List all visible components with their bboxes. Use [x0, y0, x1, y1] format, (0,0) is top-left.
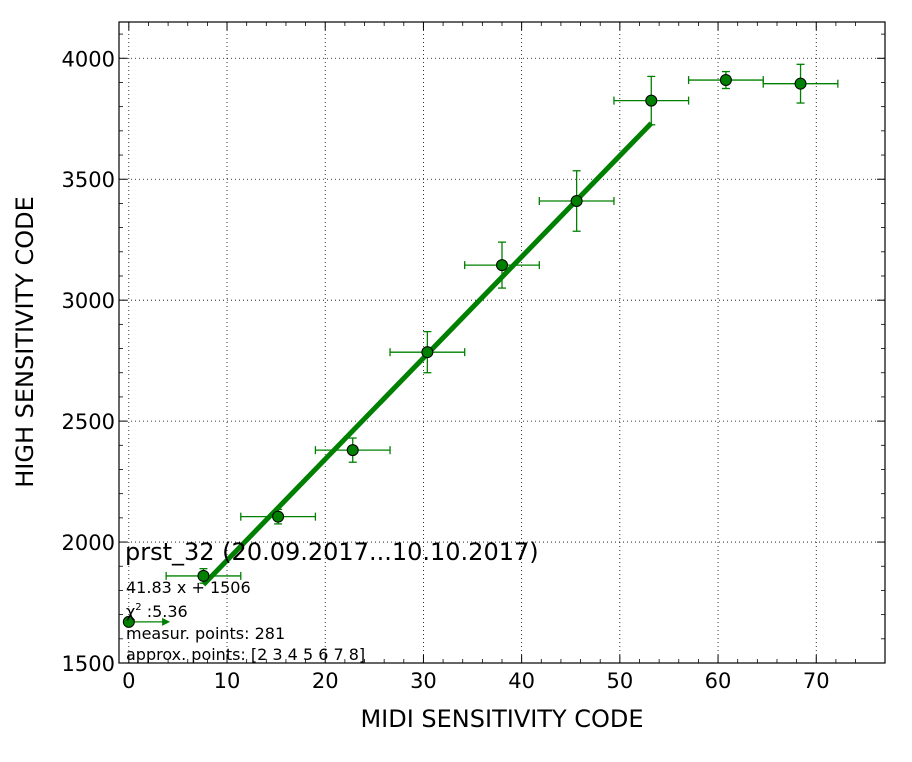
data-point	[122, 615, 135, 628]
chi-superscript: 2	[135, 602, 141, 613]
annotation-title: prst_32 (20.09.2017...10.10.2017)	[125, 538, 539, 566]
minor-ticks	[119, 22, 885, 663]
grid	[119, 22, 885, 664]
data-point	[421, 346, 434, 359]
chi-value: :5.36	[142, 602, 188, 621]
x-tick-label: 50	[606, 669, 633, 693]
y-tick-label: 3500	[62, 168, 115, 192]
data-point	[197, 569, 210, 582]
annotation-approx-points: approx. points: [2 3 4 5 6 7 8]	[126, 645, 365, 664]
x-tick-label: 20	[312, 669, 339, 693]
y-tick-label: 2500	[62, 410, 115, 434]
annotation-chi2: χ2 :5.36	[126, 602, 188, 621]
x-tick-label: 30	[410, 669, 437, 693]
data-point	[570, 194, 583, 207]
y-tick-label: 1500	[62, 652, 115, 676]
y-tick-labels: 1500 2000 2500 3000 3500 4000	[62, 47, 115, 676]
x-tick-label: 40	[508, 669, 535, 693]
data-point	[272, 510, 285, 523]
x-tick-label: 0	[122, 669, 135, 693]
x-error-arrowhead	[162, 617, 171, 626]
y-tick-label: 4000	[62, 47, 115, 71]
x-tick-label: 60	[705, 669, 732, 693]
chi-symbol: χ	[126, 602, 135, 621]
x-tick-labels: 0 10 20 30 40 50 60 70	[122, 669, 829, 693]
plot-background	[119, 22, 885, 663]
data-markers	[122, 74, 807, 628]
x-tick-label: 70	[803, 669, 830, 693]
x-axis-label: MIDI SENSITIVITY CODE	[360, 705, 643, 733]
y-tick-label: 3000	[62, 289, 115, 313]
data-point	[346, 444, 359, 457]
x-tick-label: 10	[214, 669, 241, 693]
plot-frame	[118, 21, 886, 664]
data-point	[496, 259, 508, 272]
y-axis-label: HIGH SENSITIVITY CODE	[11, 196, 39, 488]
data-point	[794, 77, 807, 90]
data-point	[645, 94, 658, 107]
annotation-fit: 41.83 x + 1506	[126, 578, 251, 597]
annotation-measur-points: measur. points: 281	[126, 624, 285, 643]
data-point	[719, 74, 732, 87]
y-tick-label: 2000	[62, 531, 115, 555]
